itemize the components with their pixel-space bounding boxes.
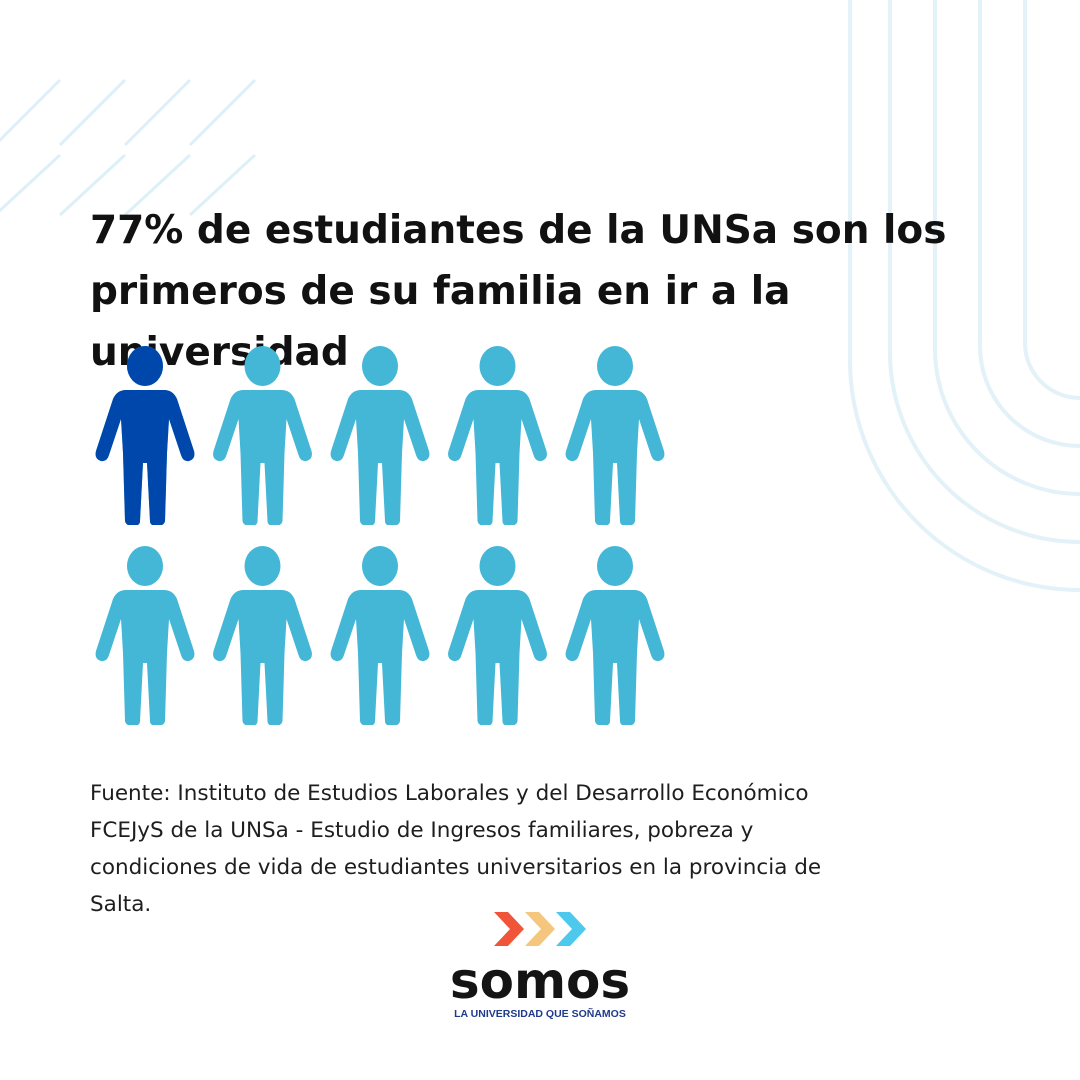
person-icon: [330, 346, 430, 525]
chevrons-icon: [494, 912, 586, 946]
chevron-icon: [494, 912, 524, 946]
source-line-4: Salta.: [90, 892, 152, 917]
logo-tagline: LA UNIVERSIDAD QUE SOÑAMOS: [454, 1008, 626, 1020]
source-line-1: Fuente: Instituto de Estudios Laborales …: [90, 781, 809, 806]
chevron-icon: [556, 912, 586, 946]
page-title: 77% de estudiantes de la UNSa son los pr…: [90, 200, 1050, 383]
concentric-arcs: [848, 0, 1080, 592]
title-line-1: 77% de estudiantes de la UNSa son los: [90, 208, 947, 253]
somos-logo: somos LA UNIVERSIDAD QUE SOÑAMOS: [430, 910, 650, 1030]
source-note: Fuente: Instituto de Estudios Laborales …: [90, 775, 890, 923]
source-line-3: condiciones de vida de estudiantes unive…: [90, 855, 822, 880]
person-icon: [95, 346, 195, 525]
pictogram-chart: [95, 346, 665, 725]
diagonal-stripes: [0, 78, 257, 217]
person-icon: [565, 346, 665, 525]
person-icon: [213, 546, 312, 725]
person-icon: [448, 546, 547, 725]
source-line-2: FCEJyS de la UNSa - Estudio de Ingresos …: [90, 818, 754, 843]
title-line-2: primeros de su familia en ir a la univer…: [90, 269, 791, 375]
person-icon: [565, 546, 665, 725]
chevron-icon: [525, 912, 555, 946]
person-icon: [95, 546, 195, 725]
person-icon: [448, 346, 547, 525]
person-icon: [213, 346, 312, 525]
logo-wordmark: somos: [449, 952, 631, 1010]
person-icon: [330, 546, 430, 725]
